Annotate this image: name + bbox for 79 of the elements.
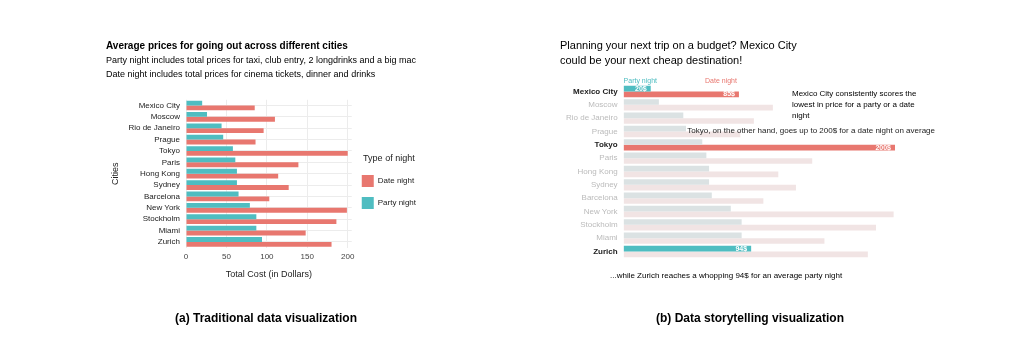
y-tick-label: Barcelona bbox=[143, 191, 181, 201]
bar bbox=[623, 152, 707, 159]
bar bbox=[186, 185, 289, 190]
bar bbox=[623, 165, 710, 172]
bar bbox=[186, 225, 257, 231]
bar bbox=[623, 205, 731, 212]
bar bbox=[186, 116, 275, 122]
y-tick-label: New York bbox=[146, 203, 181, 213]
y-tick-label: Tokyo bbox=[159, 146, 181, 156]
legend-title: Type of night bbox=[363, 153, 416, 164]
y-tick-label: Moscow bbox=[588, 100, 618, 110]
text: (a) Traditional data visualization bbox=[173, 311, 358, 325]
bar bbox=[186, 219, 337, 225]
y-tick-label: Hong Kong bbox=[139, 168, 180, 178]
chart-title: Planning your next trip on a budget? Mexico City could be your next cheap destination! bbox=[560, 38, 798, 68]
bar bbox=[186, 241, 332, 247]
y-tick-label: New York bbox=[583, 206, 619, 216]
bar bbox=[623, 179, 710, 185]
bar bbox=[623, 112, 684, 119]
bar bbox=[623, 118, 754, 124]
bar bbox=[186, 112, 208, 117]
bar bbox=[186, 162, 299, 168]
bar bbox=[623, 99, 659, 105]
annotation: Tokyo, on the other hand, goes up to 200$ for a date night on average bbox=[687, 126, 936, 136]
x-tick-label: 200 bbox=[341, 251, 355, 261]
bar bbox=[623, 139, 703, 145]
bar bbox=[623, 91, 739, 98]
y-tick-label: Paris bbox=[161, 157, 180, 167]
y-tick-label: Paris bbox=[599, 153, 618, 163]
bar bbox=[623, 219, 742, 225]
bar bbox=[186, 180, 237, 186]
bar bbox=[186, 134, 224, 140]
bar bbox=[186, 168, 237, 174]
bar bbox=[186, 105, 255, 111]
text: (b) Data storytelling visualization bbox=[655, 311, 845, 325]
y-tick-label: Sydney bbox=[153, 180, 180, 190]
bar bbox=[186, 173, 279, 179]
bar bbox=[186, 128, 264, 134]
y-tick-label: Prague bbox=[154, 134, 181, 144]
bar bbox=[186, 207, 347, 213]
y-tick-label: Zurich bbox=[593, 246, 618, 256]
y-tick-label: Mexico City bbox=[573, 86, 619, 96]
y-tick-label: Barcelona bbox=[581, 193, 619, 203]
legend-label: Party night bbox=[377, 198, 417, 208]
bar bbox=[186, 146, 233, 151]
y-axis-title: Cities bbox=[109, 161, 120, 185]
y-tick-label: Miami bbox=[158, 225, 181, 235]
x-axis-title: Total Cost (in Dollars) bbox=[225, 269, 312, 280]
bar bbox=[186, 150, 348, 156]
y-tick-label: Sydney bbox=[590, 180, 618, 190]
text: ...while Zurich reaches a whopping 94$ for an average party night bbox=[610, 271, 844, 280]
x-tick-label: 100 bbox=[260, 251, 275, 261]
legend-label: Date night bbox=[377, 176, 415, 186]
y-tick-label: Mexico City bbox=[138, 100, 180, 110]
y-tick-label: Stockholm bbox=[142, 214, 181, 224]
bar bbox=[623, 198, 764, 204]
y-tick-label: Stockholm bbox=[580, 220, 618, 230]
chart-title: Average prices for going out across different cities bbox=[106, 39, 349, 53]
y-tick-label: Rio de Janeiro bbox=[128, 123, 181, 133]
bar bbox=[186, 123, 222, 129]
bar bbox=[186, 202, 250, 208]
bar bbox=[623, 158, 813, 164]
x-tick-label: 150 bbox=[300, 251, 315, 261]
y-tick-label: Miami bbox=[596, 233, 618, 243]
bar bbox=[186, 196, 270, 202]
chart-subtitle: Party night includes total prices for taxi, club entry, 2 longdrinks and a big mac Date night includes total prices for cinema tickets, dinner and drinks bbox=[106, 54, 417, 81]
y-tick-label: Tokyo bbox=[594, 140, 618, 150]
y-tick-label: Moscow bbox=[150, 112, 181, 122]
annotation: Mexico City consistently scores the lowest in price for a party or a date night bbox=[792, 88, 918, 121]
bar bbox=[186, 237, 263, 242]
bar bbox=[186, 157, 236, 163]
bar bbox=[623, 245, 752, 252]
x-tick-label: 0 bbox=[183, 251, 189, 261]
bar bbox=[186, 214, 257, 220]
x-tick-label: 50 bbox=[221, 251, 232, 261]
bar bbox=[623, 224, 876, 231]
bar bbox=[623, 184, 796, 191]
y-tick-label: Zurich bbox=[157, 237, 180, 247]
bar bbox=[623, 238, 825, 244]
